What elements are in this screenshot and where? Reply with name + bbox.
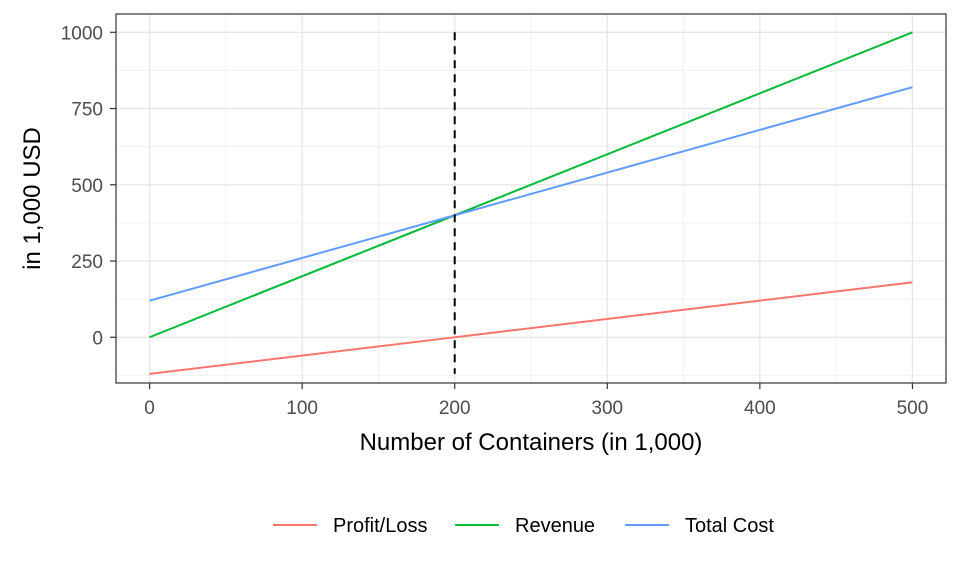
plot-panel-border xyxy=(115,13,947,384)
x-tick-label: 300 xyxy=(591,398,623,419)
y-tick-label: 0 xyxy=(92,328,103,349)
x-tick-label: 100 xyxy=(286,398,318,419)
x-tick-label: 500 xyxy=(897,398,929,419)
y-axis: 0 250 500 750 1000 xyxy=(61,23,116,349)
legend-label: Revenue xyxy=(515,515,595,537)
x-tick-label: 200 xyxy=(439,398,471,419)
minor-gridlines xyxy=(116,14,946,383)
legend: Profit/Loss Revenue Total Cost xyxy=(273,515,774,537)
legend-label: Total Cost xyxy=(685,515,774,537)
y-tick-label: 1000 xyxy=(61,23,103,44)
x-tick-label: 400 xyxy=(744,398,776,419)
series-lines xyxy=(149,31,913,375)
major-gridlines xyxy=(116,14,946,383)
series-line-profit-loss xyxy=(149,281,913,375)
y-tick-label: 250 xyxy=(71,252,103,273)
y-tick-label: 500 xyxy=(71,176,103,197)
y-tick-label: 750 xyxy=(71,100,103,121)
series-line-revenue xyxy=(149,31,913,339)
x-tick-label: 0 xyxy=(144,398,155,419)
x-axis-title: Number of Containers (in 1,000) xyxy=(360,429,703,456)
series-line-total-cost xyxy=(149,86,913,302)
legend-label: Profit/Loss xyxy=(333,515,427,537)
y-axis-title: in 1,000 USD xyxy=(19,127,46,270)
x-axis: 0 100 200 300 400 500 xyxy=(144,383,928,419)
